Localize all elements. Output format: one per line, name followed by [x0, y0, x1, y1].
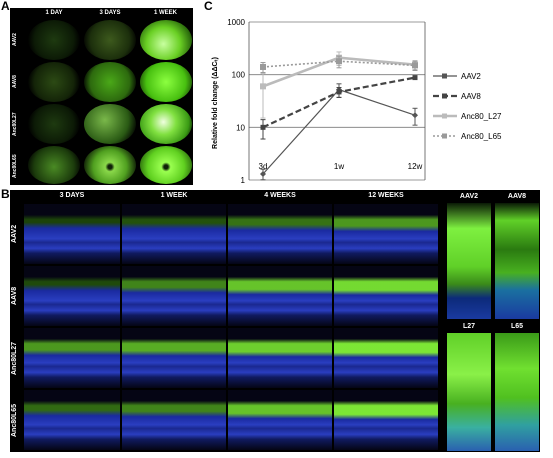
legend-marker — [442, 93, 447, 99]
retina-section-image — [228, 328, 332, 388]
retina-section-image — [228, 266, 332, 326]
fundus-image — [28, 146, 80, 184]
panel-a-row-label: Anc80L65 — [12, 154, 18, 178]
panel-b-row-label: AAV2 — [11, 224, 18, 244]
panel-a-row-label: AAV8 — [12, 75, 18, 89]
legend-marker — [442, 133, 447, 139]
fundus-image — [140, 146, 192, 184]
zoom-image-aav2 — [447, 203, 491, 319]
retina-section-image — [122, 266, 226, 326]
fundus-image — [84, 20, 136, 60]
panel-b-col-header: 4 WEEKS — [264, 192, 296, 199]
retina-section-image — [334, 266, 438, 326]
y-tick-label: 1 — [241, 176, 246, 185]
zoom-label: L65 — [495, 322, 539, 332]
fundus-image — [140, 62, 192, 102]
legend-label: AAV8 — [461, 92, 481, 101]
x-tick-label: 1w — [334, 162, 344, 171]
fundus-image — [84, 62, 136, 102]
panel-c-line-chart: 1 10 100 1000 3d 1w 12w AAV2 AAV8 Anc80_L27 Anc80… — [212, 18, 502, 185]
fundus-image — [28, 104, 80, 144]
fundus-image — [84, 146, 136, 184]
legend-label: Anc80_L27 — [461, 112, 502, 121]
panel-b-row-label: AAV8 — [11, 286, 18, 306]
retina-section-image — [24, 390, 120, 450]
x-tick-label: 12w — [408, 162, 423, 171]
panel-a-fundus-grid: 1 DAY 3 DAYS 1 WEEK AAV2 AAV8 Anc80L27 A… — [10, 8, 193, 185]
retina-section-image — [334, 204, 438, 264]
legend-label: Anc80_L65 — [461, 132, 502, 141]
data-point — [336, 89, 342, 95]
panel-b-col-header: 12 WEEKS — [368, 192, 404, 199]
panel-a-col-header: 3 DAYS — [99, 10, 121, 16]
data-point — [412, 112, 418, 119]
legend-marker — [442, 73, 447, 79]
retina-section-image — [122, 328, 226, 388]
zoom-label: L27 — [447, 322, 491, 332]
fundus-image — [84, 104, 136, 144]
retina-section-image — [228, 390, 332, 450]
fundus-image — [28, 20, 80, 60]
panel-b-row-label: Anc80L27 — [11, 341, 18, 375]
panel-b-col-header: 3 DAYS — [59, 192, 85, 199]
zoom-label: AAV8 — [495, 192, 539, 202]
data-point — [336, 58, 342, 65]
data-point — [260, 170, 266, 177]
panel-b-row-label: Anc80L65 — [11, 403, 18, 437]
panel-a-row-label: Anc80L27 — [12, 112, 18, 136]
fundus-image — [140, 104, 192, 144]
retina-section-image — [24, 204, 120, 264]
retina-section-image — [122, 390, 226, 450]
x-tick-label: 3d — [259, 162, 268, 171]
panel-b-retina-grid: 3 DAYS 1 WEEK 4 WEEKS 12 WEEKS AAV2 AAV8… — [10, 190, 540, 452]
panel-label-a: A — [1, 0, 10, 13]
fundus-image — [28, 62, 80, 102]
legend-marker — [442, 113, 447, 119]
zoom-image-aav8 — [495, 203, 539, 319]
panel-label-b: B — [1, 187, 10, 201]
y-tick-label: 1000 — [227, 18, 245, 27]
panel-a-row-label: AAV2 — [12, 33, 18, 47]
retina-section-image — [24, 266, 120, 326]
data-point — [260, 83, 266, 90]
retina-section-image — [334, 328, 438, 388]
zoom-image-l27 — [447, 333, 491, 451]
panel-label-c: C — [204, 0, 213, 13]
data-point — [260, 124, 266, 130]
data-point — [260, 63, 266, 70]
fundus-image — [140, 20, 192, 60]
retina-section-image — [122, 204, 226, 264]
data-point — [412, 62, 418, 69]
y-axis-label: Relative fold change (ΔΔCₜ) — [212, 57, 219, 149]
y-tick-label: 10 — [236, 123, 245, 132]
panel-a-col-header: 1 DAY — [45, 10, 63, 16]
data-point — [412, 75, 418, 81]
zoom-label: AAV2 — [447, 192, 491, 202]
retina-section-image — [334, 390, 438, 450]
panel-a-col-header: 1 WEEK — [153, 10, 177, 16]
panel-b-col-header: 1 WEEK — [160, 192, 188, 199]
retina-section-image — [24, 328, 120, 388]
legend-label: AAV2 — [461, 72, 481, 81]
zoom-image-l65 — [495, 333, 539, 451]
retina-section-image — [228, 204, 332, 264]
y-tick-label: 100 — [232, 71, 246, 80]
